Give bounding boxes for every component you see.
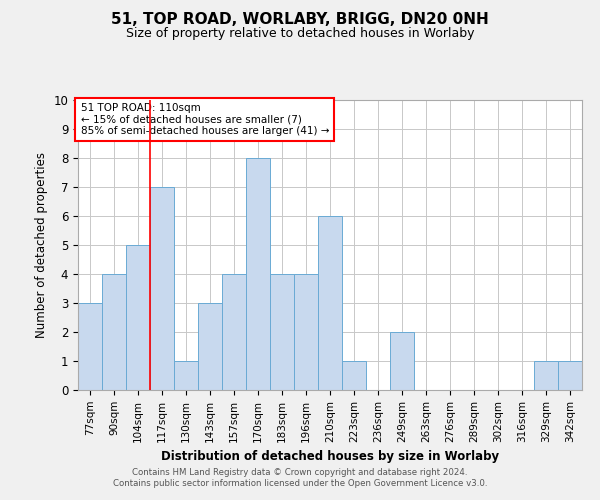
Bar xyxy=(198,303,222,390)
Bar xyxy=(78,303,102,390)
Bar xyxy=(270,274,294,390)
Bar xyxy=(126,245,150,390)
X-axis label: Distribution of detached houses by size in Worlaby: Distribution of detached houses by size … xyxy=(161,450,499,463)
Bar xyxy=(534,361,558,390)
Y-axis label: Number of detached properties: Number of detached properties xyxy=(35,152,48,338)
Bar xyxy=(174,361,198,390)
Text: Contains HM Land Registry data © Crown copyright and database right 2024.
Contai: Contains HM Land Registry data © Crown c… xyxy=(113,468,487,487)
Bar xyxy=(246,158,270,390)
Text: 51, TOP ROAD, WORLABY, BRIGG, DN20 0NH: 51, TOP ROAD, WORLABY, BRIGG, DN20 0NH xyxy=(111,12,489,28)
Bar xyxy=(318,216,342,390)
Bar xyxy=(342,361,366,390)
Text: Size of property relative to detached houses in Worlaby: Size of property relative to detached ho… xyxy=(126,28,474,40)
Bar xyxy=(294,274,318,390)
Bar xyxy=(558,361,582,390)
Bar xyxy=(102,274,126,390)
Bar xyxy=(390,332,414,390)
Bar xyxy=(150,187,174,390)
Text: 51 TOP ROAD: 110sqm
← 15% of detached houses are smaller (7)
85% of semi-detache: 51 TOP ROAD: 110sqm ← 15% of detached ho… xyxy=(80,103,329,136)
Bar xyxy=(222,274,246,390)
